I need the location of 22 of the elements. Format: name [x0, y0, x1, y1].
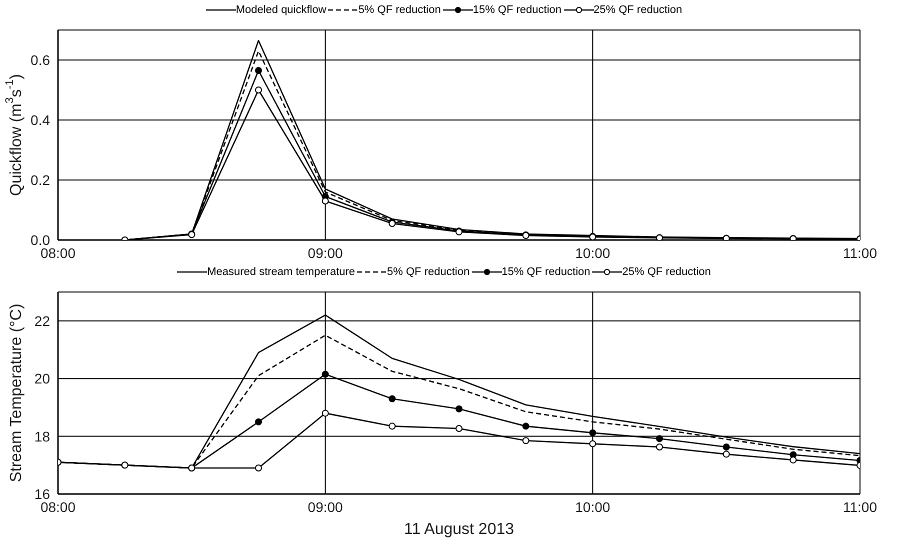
legend-label: Modeled quickflow [234, 4, 326, 16]
x-tick-label: 11:00 [843, 498, 878, 515]
y-tick-label: 0.2 [30, 172, 50, 188]
x-tick-label: 09:00 [308, 498, 344, 515]
legend-label: 15% QF reduction [472, 4, 562, 16]
x-tick-label: 11:00 [843, 244, 878, 261]
y-tick-label: 22 [34, 312, 50, 329]
y-tick-label: 18 [34, 428, 50, 444]
x-tick-label: 10:00 [575, 244, 610, 261]
x-tick-label: 09:00 [308, 244, 344, 261]
y-tick-label: 0.4 [30, 112, 50, 128]
legend-label: 25% QF reduction [621, 266, 711, 278]
legend-label: 15% QF reduction [500, 266, 590, 278]
y-tick-label: 0.6 [30, 52, 50, 68]
legend-label: Measured stream temperature [206, 266, 356, 278]
legend-label: 5% QF reduction [357, 4, 441, 16]
x-tick-label: 10:00 [575, 498, 610, 515]
legend-label: 25% QF reduction [592, 4, 682, 16]
x-axis-title: 11 August 2013 [404, 521, 514, 538]
y-tick-label: 20 [34, 370, 50, 387]
y-axis-title: Stream Temperature (°C) [8, 304, 24, 482]
legend-label: 5% QF reduction [386, 266, 470, 278]
